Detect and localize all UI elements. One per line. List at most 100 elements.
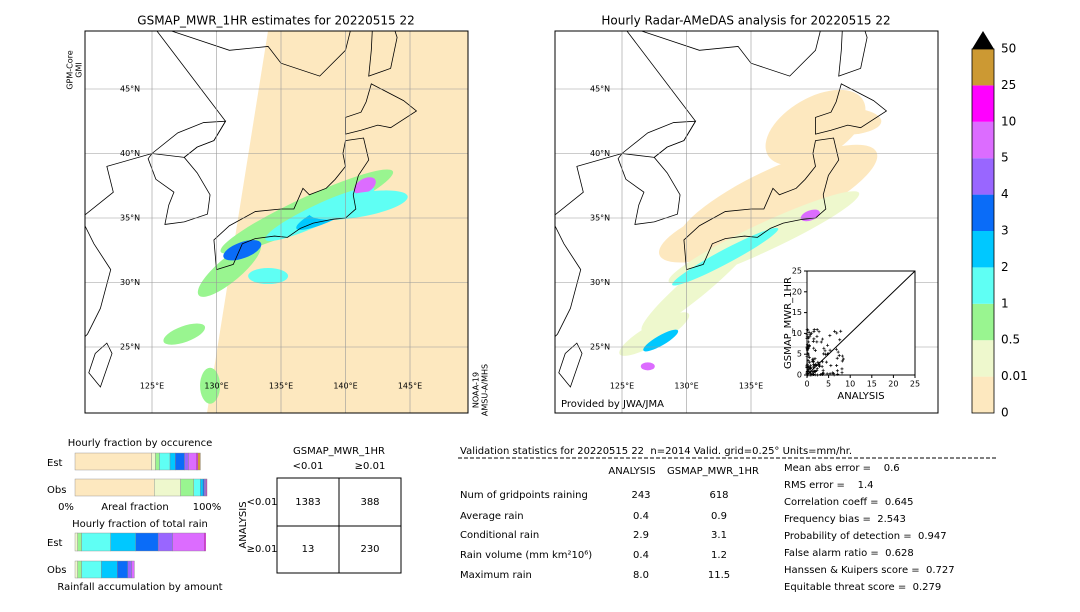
row-header: <0.01 (247, 497, 278, 508)
lat-label: 30°N (590, 278, 610, 287)
point (825, 360, 829, 364)
shape (838, 31, 868, 77)
cell: 230 (360, 544, 379, 555)
point (824, 352, 828, 356)
point (807, 360, 811, 364)
colorbar-label: 0.5 (1001, 333, 1020, 347)
shape (815, 83, 888, 135)
row-label: Obs (47, 485, 66, 496)
colorbar-segment (972, 194, 994, 231)
point (823, 349, 827, 353)
bar-segment (135, 532, 159, 552)
point (805, 348, 809, 352)
bar-segment (153, 478, 181, 497)
point (806, 358, 810, 362)
point (835, 331, 839, 335)
point (807, 344, 811, 348)
sensor: AMSU-A/MHS (481, 364, 490, 416)
bar-segment (74, 478, 155, 497)
bar-segment (188, 452, 197, 471)
credit: Provided by JWA/JMA (561, 399, 664, 410)
bar-segment (197, 452, 201, 471)
point (810, 331, 814, 335)
left-title: GSMAP_MWR_1HR estimates for 20220515 22 (137, 14, 414, 28)
lon-label: 135°E (269, 382, 293, 391)
sensor: GPM-Core (66, 50, 75, 89)
x-tick-label: 25 (910, 380, 920, 389)
colorbar-segment (972, 85, 994, 122)
left-frame (84, 30, 469, 414)
score: False alarm ratio = 0.628 (784, 548, 914, 559)
point (805, 365, 809, 369)
point (839, 329, 843, 333)
y-tick-label: 20 (792, 287, 802, 296)
lat-label: 45°N (120, 85, 140, 94)
lat-label: 25°N (590, 343, 610, 352)
point (841, 354, 845, 358)
table-title: GSMAP_MWR_1HR (293, 446, 385, 457)
bar-segment (77, 532, 82, 552)
point (805, 355, 809, 359)
rain-area (200, 367, 221, 404)
row-label: Est (47, 538, 63, 549)
col-header: ANALYSIS (608, 466, 655, 477)
point (840, 367, 844, 371)
cell: 1383 (295, 497, 320, 508)
bar-segment (155, 452, 160, 471)
point (812, 337, 816, 341)
axis-label: 100% (193, 502, 222, 513)
point (812, 328, 816, 332)
colorbar: 0 0.01 0.5 1 2 3 4 5 10 25 50 (971, 42, 1028, 420)
point (820, 364, 824, 368)
colorbar-label: 3 (1001, 224, 1009, 238)
right-frame (554, 30, 939, 414)
value: 243 (631, 490, 650, 501)
point (807, 353, 811, 357)
colorbar-label: 1 (1001, 296, 1009, 310)
bar-segment (81, 560, 102, 579)
point (805, 370, 809, 374)
point (835, 356, 839, 360)
shape (368, 31, 398, 77)
value: 2.9 (633, 530, 649, 541)
point (810, 359, 814, 363)
chart-footer: Rainfall accumulation by amount (57, 582, 222, 593)
row-label: Conditional rain (460, 530, 539, 541)
point (826, 343, 830, 347)
axis-label: Areal fraction (101, 502, 168, 513)
point (836, 372, 840, 376)
scatter-points (805, 328, 845, 377)
lat-label: 25°N (120, 343, 140, 352)
bar-segment (193, 478, 201, 497)
point (807, 355, 811, 359)
point (821, 371, 825, 375)
bar-segment (101, 560, 118, 579)
colorbar-label: 10 (1001, 114, 1016, 128)
lat-label: 35°N (120, 214, 140, 223)
colorbar-frame (971, 48, 995, 414)
colorbar-arrow (972, 31, 994, 49)
value: 618 (709, 490, 728, 501)
point (836, 350, 840, 354)
y-tick-label: 25 (792, 267, 802, 276)
cell: 13 (302, 544, 315, 555)
axis-label: 0% (58, 502, 74, 513)
bar-segment (159, 452, 171, 471)
lat-label: 45°N (590, 85, 610, 94)
point (813, 369, 817, 373)
point (806, 368, 810, 372)
lat-label: 35°N (590, 214, 610, 223)
point (818, 364, 822, 368)
rain-area (672, 227, 779, 286)
point (808, 367, 812, 371)
right-title: Hourly Radar-AMeDAS analysis for 2022051… (601, 14, 890, 28)
bar-segment (81, 532, 111, 552)
rain-area (223, 240, 262, 261)
value: 0.4 (633, 550, 649, 561)
validation-rows: Num of gridpoints raining 243 618 Average r… (460, 490, 730, 581)
colorbar-segment (972, 376, 994, 413)
colorbar-segment (972, 121, 994, 159)
point (817, 361, 821, 365)
point (822, 346, 826, 350)
rain-area (640, 362, 655, 371)
